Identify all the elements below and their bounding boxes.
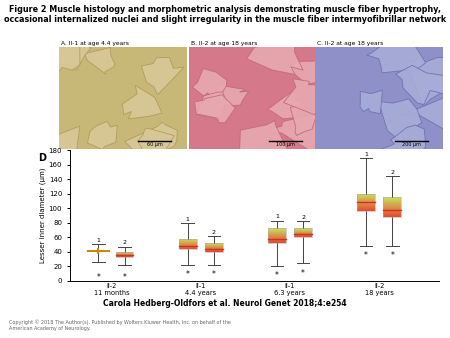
Polygon shape: [122, 85, 162, 119]
Polygon shape: [87, 121, 117, 150]
Bar: [383, 204, 401, 205]
Text: A. II-1 at age 4.4 years: A. II-1 at age 4.4 years: [61, 41, 129, 46]
Bar: [383, 208, 401, 209]
Text: Copyright © 2018 The Author(s). Published by Wolters Kluwer Health, Inc. on beha: Copyright © 2018 The Author(s). Publishe…: [9, 319, 231, 331]
Text: 2: 2: [301, 215, 305, 220]
Bar: [357, 201, 375, 202]
Text: 1: 1: [275, 214, 279, 219]
Polygon shape: [402, 95, 450, 129]
Polygon shape: [381, 125, 426, 159]
Bar: [383, 211, 401, 212]
Bar: [357, 204, 375, 205]
Bar: [357, 195, 375, 196]
Bar: [383, 215, 401, 216]
Bar: [357, 194, 375, 195]
Text: *: *: [275, 271, 279, 280]
Y-axis label: Lesser inner diameter (μm): Lesser inner diameter (μm): [39, 168, 46, 263]
Polygon shape: [192, 69, 227, 99]
Polygon shape: [247, 33, 303, 74]
Polygon shape: [266, 113, 329, 152]
Bar: [357, 194, 375, 211]
Text: 100 μm: 100 μm: [276, 142, 295, 147]
Polygon shape: [290, 106, 318, 136]
Polygon shape: [138, 128, 174, 156]
Text: *: *: [364, 251, 368, 260]
Bar: [383, 210, 401, 211]
Bar: [357, 207, 375, 208]
Bar: [357, 205, 375, 206]
Bar: [383, 214, 401, 215]
Polygon shape: [360, 90, 382, 114]
Polygon shape: [84, 47, 115, 74]
Text: *: *: [212, 270, 216, 280]
Bar: [357, 196, 375, 197]
Bar: [357, 208, 375, 209]
Text: *: *: [96, 272, 100, 282]
Bar: [357, 203, 375, 204]
Polygon shape: [405, 57, 450, 106]
Polygon shape: [141, 57, 184, 95]
Text: 200 μm: 200 μm: [402, 142, 421, 147]
Bar: [357, 210, 375, 211]
Text: *: *: [391, 251, 394, 260]
Bar: [383, 206, 401, 207]
Polygon shape: [125, 122, 177, 161]
Bar: [357, 200, 375, 201]
Bar: [357, 206, 375, 207]
Polygon shape: [197, 92, 226, 121]
Polygon shape: [378, 99, 422, 144]
Text: *: *: [186, 270, 189, 280]
Bar: [357, 202, 375, 203]
Text: Carola Hedberg-Oldfors et al. Neurol Genet 2018;4:e254: Carola Hedberg-Oldfors et al. Neurol Gen…: [103, 299, 347, 308]
Bar: [383, 199, 401, 200]
Polygon shape: [284, 79, 325, 115]
Bar: [383, 205, 401, 206]
Bar: [116, 251, 134, 257]
Polygon shape: [194, 95, 235, 123]
Text: 1: 1: [364, 151, 368, 156]
Text: D: D: [38, 153, 46, 163]
Bar: [357, 197, 375, 198]
Text: *: *: [301, 269, 305, 278]
Polygon shape: [54, 41, 91, 70]
Polygon shape: [396, 65, 446, 104]
Bar: [383, 212, 401, 213]
Polygon shape: [215, 85, 249, 106]
Text: occasional internalized nuclei and slight irregularity in the muscle fiber inter: occasional internalized nuclei and sligh…: [4, 15, 446, 24]
Text: 2: 2: [390, 170, 394, 175]
Text: *: *: [122, 272, 126, 282]
Bar: [383, 203, 401, 204]
Bar: [383, 209, 401, 210]
Text: 2: 2: [122, 240, 126, 245]
Bar: [383, 200, 401, 201]
Polygon shape: [267, 92, 302, 119]
Text: 60 μm: 60 μm: [147, 142, 162, 147]
Bar: [383, 197, 401, 217]
Bar: [357, 199, 375, 200]
Polygon shape: [42, 41, 80, 71]
Bar: [383, 201, 401, 202]
Bar: [383, 198, 401, 199]
Text: C. II-2 at age 18 years: C. II-2 at age 18 years: [317, 41, 383, 46]
Bar: [268, 228, 286, 243]
Text: B. II-2 at age 18 years: B. II-2 at age 18 years: [191, 41, 257, 46]
Polygon shape: [239, 121, 289, 163]
Bar: [357, 198, 375, 199]
Text: 2: 2: [212, 230, 216, 235]
Bar: [383, 202, 401, 203]
Bar: [383, 207, 401, 208]
Bar: [383, 213, 401, 214]
Text: 1: 1: [186, 217, 189, 222]
Polygon shape: [47, 126, 80, 160]
Bar: [357, 209, 375, 210]
Bar: [179, 239, 197, 249]
Bar: [383, 197, 401, 198]
Bar: [383, 216, 401, 217]
Bar: [294, 228, 312, 237]
Bar: [205, 243, 223, 251]
Text: 1: 1: [96, 238, 100, 243]
Polygon shape: [367, 29, 426, 73]
Polygon shape: [289, 61, 328, 88]
Text: Figure 2 Muscle histology and morphometric analysis demonstrating muscle fiber h: Figure 2 Muscle histology and morphometr…: [9, 5, 441, 14]
